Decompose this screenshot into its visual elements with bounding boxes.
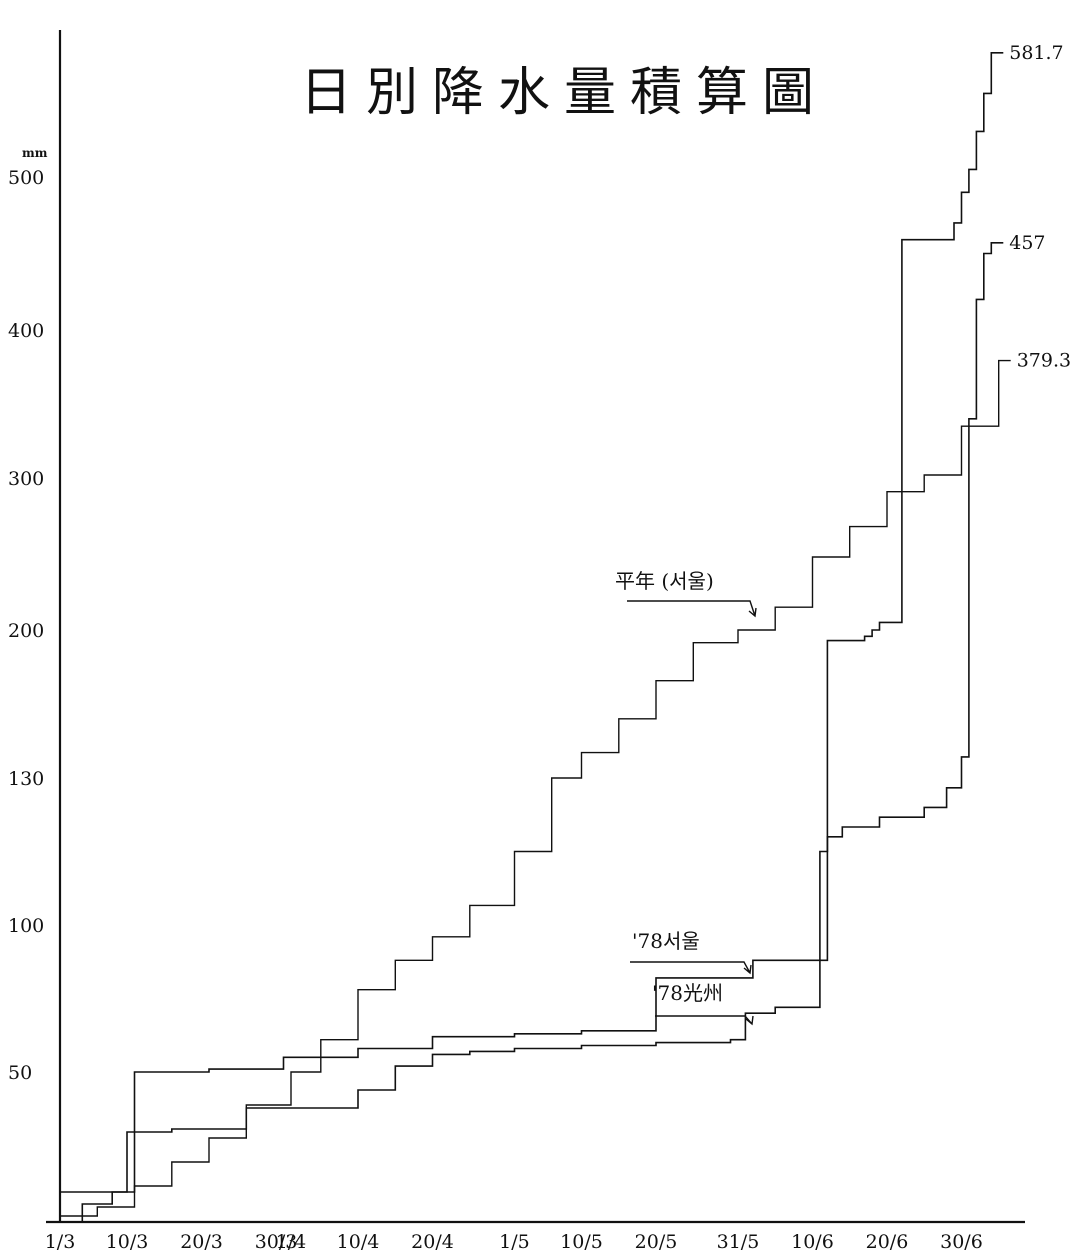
annotation-arrow xyxy=(627,600,757,618)
series-end-label: 581.7 xyxy=(1009,42,1063,64)
y-tick-labels: 50 100 130 200 300 400 500 xyxy=(8,167,44,1084)
y-tick-label: 300 xyxy=(8,468,44,490)
x-tick-label: 10/3 xyxy=(106,1231,149,1253)
x-tick-label: 1/4 xyxy=(276,1231,307,1253)
series-end-label: 379.3 xyxy=(1017,350,1071,372)
y-tick-label: 500 xyxy=(8,167,44,189)
chart-title: 日別降水量積算圖 xyxy=(300,63,828,123)
x-tick-label: 30/6 xyxy=(940,1231,983,1253)
x-tick-label: 1/5 xyxy=(499,1231,530,1253)
x-tick-labels: 1/3 10/3 20/3 30/31/4 10/4 20/4 1/5 10/5 20/5 31/… xyxy=(45,1231,983,1253)
y-tick-label: 400 xyxy=(8,320,44,342)
x-tick-label: 20/6 xyxy=(866,1231,909,1253)
y-tick-label: 100 xyxy=(8,915,44,937)
y-tick-label: 200 xyxy=(8,620,44,642)
series-line xyxy=(60,52,1004,1193)
x-tick-label: 10/4 xyxy=(337,1231,380,1253)
y-tick-label: 50 xyxy=(8,1062,32,1084)
series-end-label: 457 xyxy=(1009,232,1045,254)
series-annotation: 平年 (서울) xyxy=(615,569,714,593)
x-tick-label: 1/3 xyxy=(45,1231,76,1253)
x-tick-label: 10/6 xyxy=(791,1231,834,1253)
x-tick-label: 20/4 xyxy=(411,1231,454,1253)
x-tick-label: 20/5 xyxy=(635,1231,678,1253)
series-annotation: '78서울 xyxy=(632,929,700,953)
annotation-arrow xyxy=(655,1015,754,1026)
series-line xyxy=(60,242,1004,1223)
x-tick-label: 30/3 xyxy=(255,1231,298,1253)
series-lines xyxy=(60,52,1011,1223)
y-axis-unit-label: mm xyxy=(22,146,48,160)
series-annotation: '78光州 xyxy=(652,981,723,1005)
y-tick-label: 130 xyxy=(8,768,44,790)
series-end-labels: 379.3 581.7 457 xyxy=(1009,42,1071,372)
annotation-arrow xyxy=(630,961,752,975)
series-line xyxy=(60,359,1011,1217)
x-tick-label: 10/5 xyxy=(560,1231,603,1253)
x-tick-label: 31/5 xyxy=(717,1231,760,1253)
series-annotations: 平年 (서울) '78서울 '78光州 xyxy=(615,569,757,1026)
x-tick-label: 20/3 xyxy=(180,1231,223,1253)
